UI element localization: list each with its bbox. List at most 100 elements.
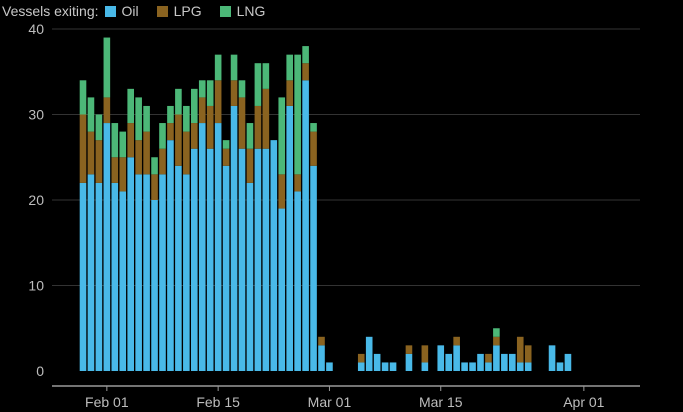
bar-lng-11 <box>167 105 174 124</box>
bar-oil-60 <box>556 362 564 371</box>
bar-lpg-35 <box>357 353 365 363</box>
bar-lng-28 <box>302 46 309 64</box>
bar-lpg-23 <box>262 88 270 149</box>
bar-lpg-47 <box>453 336 460 346</box>
bar-oil-49 <box>469 362 476 371</box>
y-tick-label-40: 40 <box>28 21 44 37</box>
bar-lng-16 <box>206 80 214 106</box>
bar-lpg-17 <box>214 80 222 124</box>
bar-lng-23 <box>262 63 270 89</box>
bar-oil-6 <box>127 157 134 371</box>
bar-oil-24 <box>270 140 278 371</box>
legend-item-lng: LNG <box>219 3 266 19</box>
bar-oil-50 <box>477 353 484 371</box>
bar-oil-30 <box>318 345 325 371</box>
bar-lpg-8 <box>143 131 150 175</box>
bar-lng-3 <box>103 37 111 98</box>
bar-lng-6 <box>127 88 134 124</box>
legend: Vessels exiting: Oil LPG LNG <box>2 3 277 19</box>
bar-oil-45 <box>437 345 445 371</box>
bar-lng-26 <box>286 54 293 81</box>
bar-oil-16 <box>206 148 214 371</box>
bar-lpg-11 <box>167 123 174 141</box>
bar-lpg-55 <box>516 336 524 363</box>
bar-oil-31 <box>326 362 333 371</box>
legend-item-oil: Oil <box>104 3 139 19</box>
bar-oil-17 <box>214 123 222 371</box>
bar-oil-59 <box>548 345 556 371</box>
bar-lpg-2 <box>95 140 103 183</box>
bar-lpg-4 <box>111 157 119 183</box>
bar-oil-18 <box>222 165 230 371</box>
legend-label-lng: LNG <box>236 3 266 19</box>
bar-oil-11 <box>167 140 174 371</box>
bar-oil-61 <box>564 353 572 371</box>
bar-lpg-9 <box>151 174 158 200</box>
bar-oil-14 <box>191 148 198 371</box>
bar-oil-0 <box>79 182 87 371</box>
bar-oil-7 <box>135 174 142 371</box>
bar-oil-46 <box>445 353 452 371</box>
bar-oil-27 <box>294 191 301 371</box>
bar-oil-15 <box>198 123 206 371</box>
legend-swatch-oil <box>104 5 116 17</box>
bar-lng-20 <box>238 80 246 98</box>
x-tick-label-feb-01: Feb 01 <box>85 394 129 410</box>
legend-label-lpg: LPG <box>173 3 202 19</box>
bar-lpg-18 <box>222 148 230 166</box>
bar-lng-14 <box>191 88 198 124</box>
bar-lng-5 <box>119 131 127 158</box>
bar-oil-13 <box>183 174 190 371</box>
bar-lpg-12 <box>175 114 182 166</box>
bar-lpg-15 <box>198 97 206 124</box>
bar-lpg-26 <box>286 80 293 106</box>
bar-lng-25 <box>278 97 286 175</box>
bar-lpg-21 <box>246 148 254 183</box>
bar-oil-35 <box>357 362 365 371</box>
bar-oil-9 <box>151 200 158 371</box>
bar-oil-1 <box>87 174 95 371</box>
bar-lng-19 <box>230 54 238 81</box>
x-tick-label-mar-15: Mar 15 <box>419 394 463 410</box>
bar-oil-39 <box>389 362 397 371</box>
bar-oil-4 <box>111 182 119 371</box>
bar-lpg-19 <box>230 80 238 106</box>
bar-oil-52 <box>493 345 500 371</box>
bar-lng-52 <box>493 328 500 337</box>
bar-lpg-20 <box>238 97 246 149</box>
bar-oil-55 <box>516 362 524 371</box>
bar-lpg-0 <box>79 114 87 183</box>
bar-lpg-7 <box>135 140 142 175</box>
bar-lng-1 <box>87 97 95 132</box>
bar-lpg-5 <box>119 157 127 192</box>
bar-lng-27 <box>294 54 301 175</box>
bar-lpg-3 <box>103 97 111 124</box>
legend-title: Vessels exiting: <box>2 3 99 19</box>
y-tick-label-10: 10 <box>28 278 44 294</box>
bar-lpg-27 <box>294 174 301 192</box>
bar-oil-26 <box>286 105 293 371</box>
legend-swatch-lpg <box>156 5 168 17</box>
y-tick-label-30: 30 <box>28 107 44 123</box>
bar-oil-5 <box>119 191 127 371</box>
bar-lpg-43 <box>421 345 429 363</box>
bar-lpg-30 <box>318 336 325 346</box>
x-tick-label-feb-15: Feb 15 <box>196 394 240 410</box>
bar-oil-51 <box>485 362 492 371</box>
bar-lng-9 <box>151 157 158 175</box>
bar-oil-54 <box>509 353 516 371</box>
bar-oil-19 <box>230 105 238 371</box>
bar-oil-20 <box>238 148 246 371</box>
bar-lng-10 <box>159 123 166 149</box>
x-tick-label-mar-01: Mar 01 <box>308 394 352 410</box>
x-tick-label-apr-01: Apr 01 <box>563 394 604 410</box>
bar-lpg-52 <box>493 336 500 346</box>
bar-lpg-29 <box>310 131 317 166</box>
bar-oil-28 <box>302 80 309 372</box>
bar-oil-41 <box>405 353 413 371</box>
bar-oil-29 <box>310 165 317 371</box>
bar-oil-10 <box>159 174 166 371</box>
bar-oil-47 <box>453 345 460 371</box>
bar-lng-12 <box>175 88 182 115</box>
